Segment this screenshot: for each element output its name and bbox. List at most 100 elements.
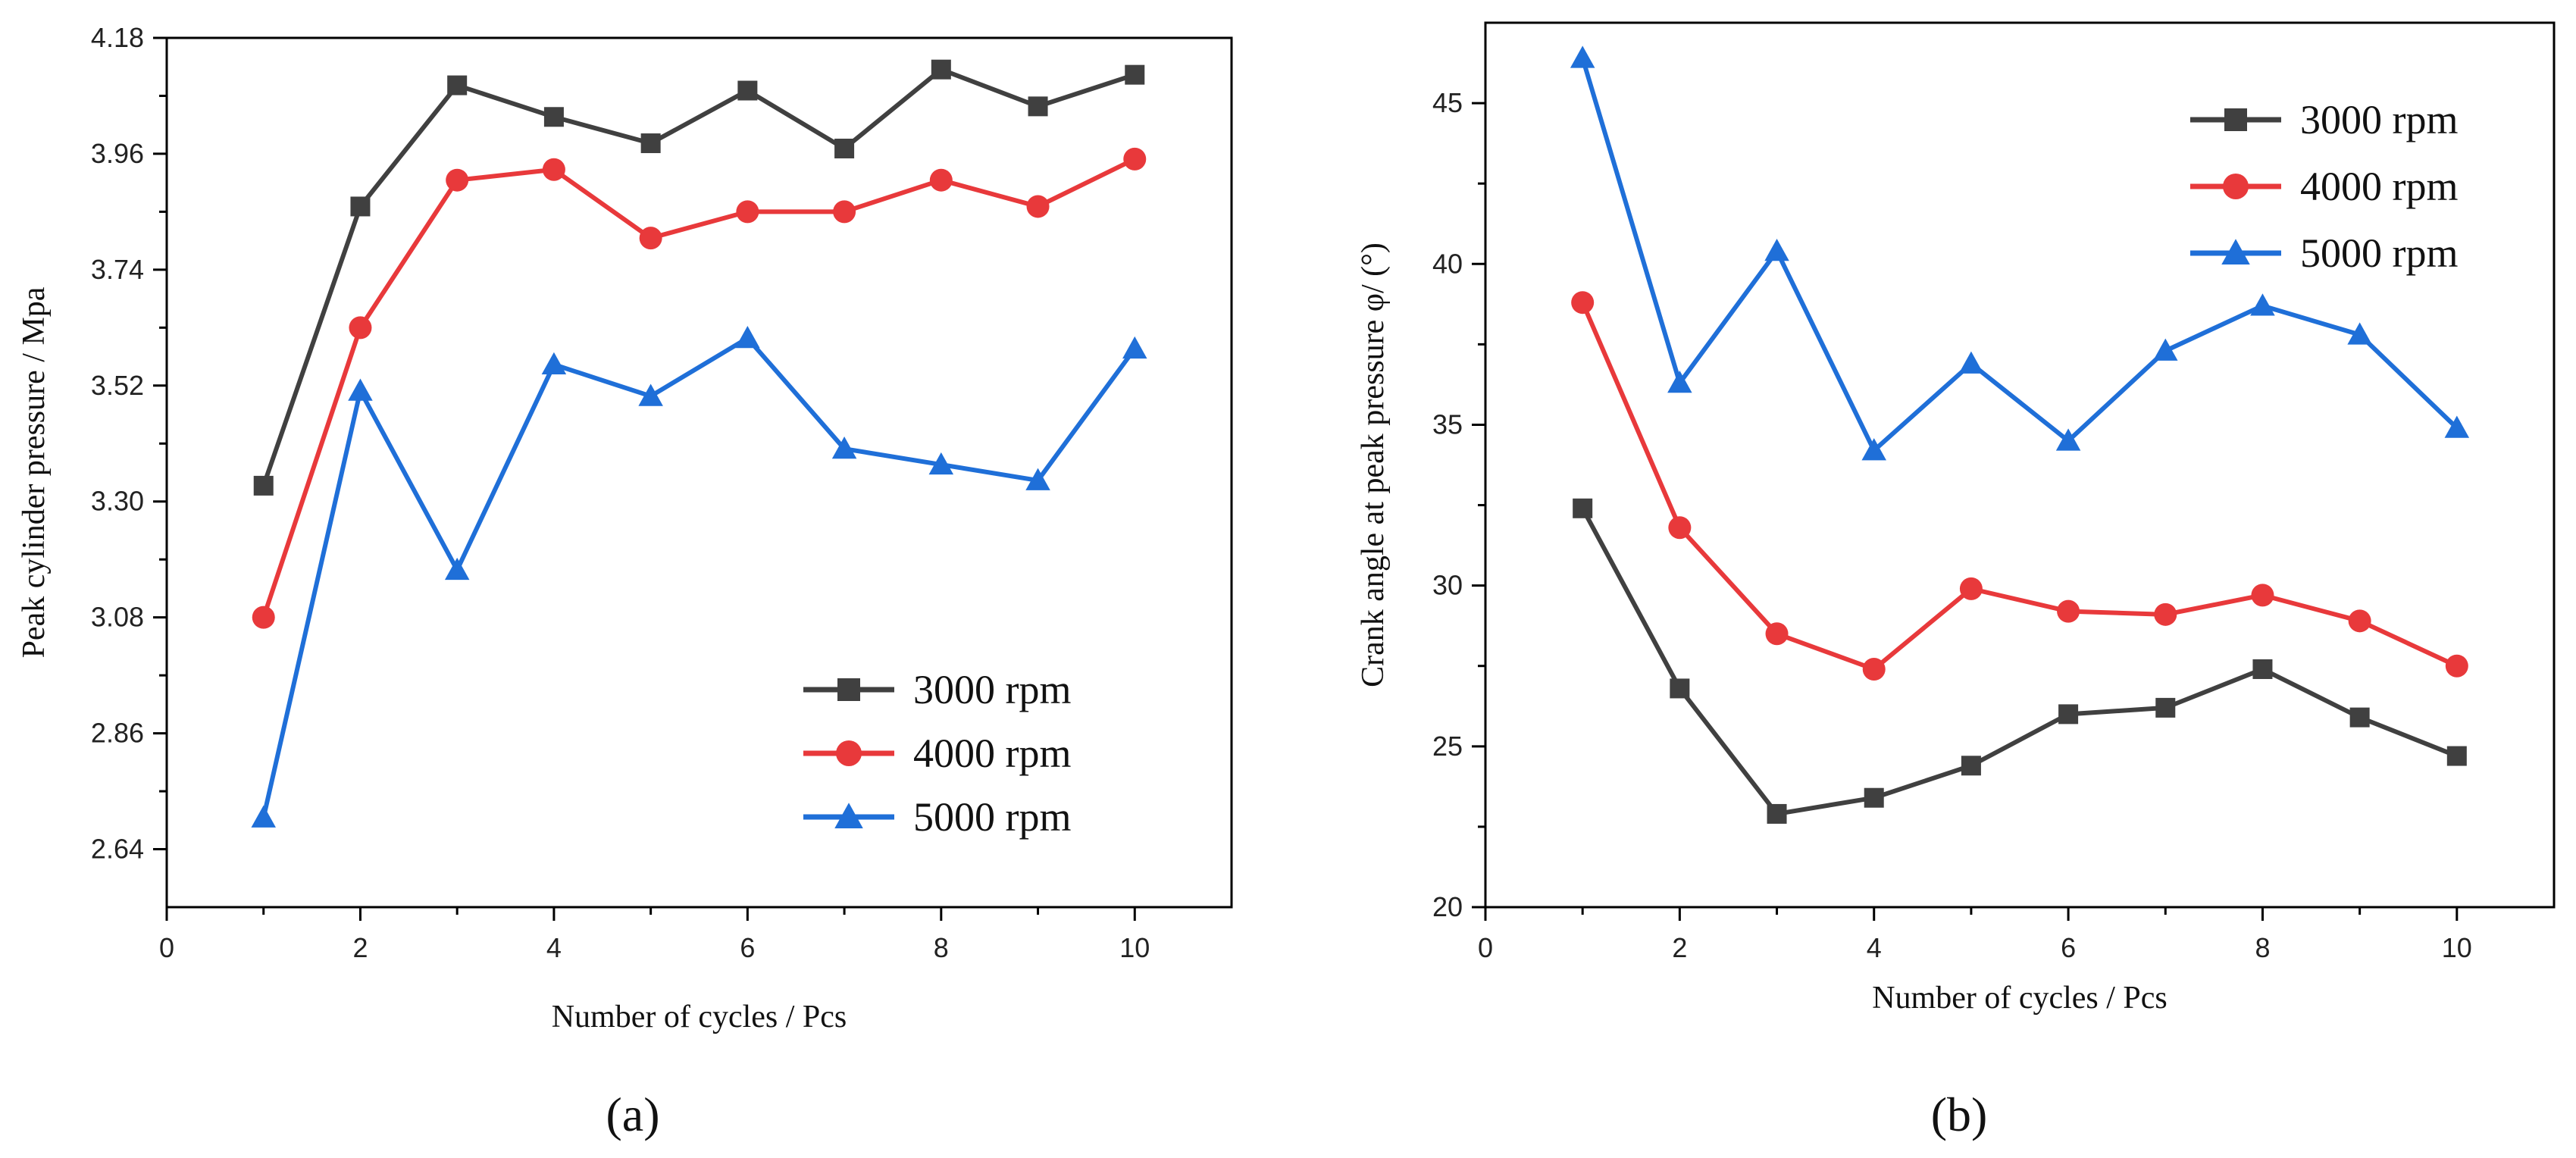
b-data-point [1667, 371, 1692, 393]
b-data-point [2250, 293, 2275, 316]
b-legend-marker [2221, 239, 2250, 264]
a-data-point [1028, 96, 1048, 117]
a-x-axis-title: Number of cycles / Pcs [552, 1000, 847, 1034]
a-data-point [931, 59, 951, 80]
b-series-5000-rpm [1570, 45, 2470, 461]
b-legend-label: 5000 rpm [2300, 230, 2459, 276]
a-y-tick-label: 4.18 [91, 22, 144, 53]
a-data-point [833, 200, 856, 224]
a-data-point [735, 325, 760, 349]
b-data-point [2055, 428, 2081, 451]
a-y-tick-label: 3.74 [91, 254, 144, 285]
b-x-tick-label: 10 [2442, 932, 2472, 963]
b-y-tick-label: 30 [1432, 570, 1463, 601]
a-legend-label: 5000 rpm [913, 794, 1072, 840]
b-data-point [2444, 415, 2470, 438]
b-data-point [1670, 678, 1690, 699]
b-data-point [1764, 239, 1789, 261]
a-data-point [1025, 468, 1050, 490]
b-data-point [1961, 756, 1981, 776]
a-y-tick-label: 2.86 [91, 718, 144, 749]
b-legend-entry: 3000 rpm [2190, 97, 2459, 142]
a-data-point [736, 200, 759, 224]
a-series-5000-rpm [251, 325, 1147, 828]
b-data-point [1861, 438, 1886, 461]
b-data-point [1573, 498, 1593, 518]
a-plot-frame [165, 36, 1233, 909]
b-data-point [2155, 697, 2176, 718]
a-data-point [251, 805, 276, 828]
a-data-point [1123, 147, 1147, 171]
a-legend-entry: 3000 rpm [803, 667, 1072, 712]
b-legend-label: 3000 rpm [2300, 97, 2459, 142]
b-data-point [1668, 516, 1692, 540]
b-data-point [1958, 351, 1984, 374]
b-series-line [1580, 507, 2458, 816]
a-data-point [446, 168, 469, 192]
b-x-tick-label: 6 [2061, 932, 2076, 963]
b-series-3000-rpm [1573, 498, 2467, 824]
a-data-point [638, 383, 663, 406]
a-data-point [831, 436, 857, 459]
b-legend-entry: 5000 rpm [2190, 230, 2459, 276]
a-data-point [639, 227, 662, 250]
a-data-point [447, 75, 468, 95]
a-y-tick-label: 3.30 [91, 486, 144, 517]
b-y-axis-title: Crank angle at peak pressure φ/ (°) [1356, 243, 1391, 687]
b-y-tick-label: 25 [1432, 731, 1463, 762]
b-data-point [2347, 322, 2372, 345]
a-series-3000-rpm [253, 59, 1145, 496]
b-series-4000-rpm [1571, 291, 2468, 681]
b-legend-entry: 4000 rpm [2190, 164, 2459, 209]
a-data-point [349, 316, 372, 340]
a-x-tick-label: 0 [159, 932, 174, 963]
b-data-point [1862, 657, 1886, 681]
b-data-point [1571, 291, 1595, 315]
a-legend-marker [836, 740, 862, 766]
a-data-point [541, 352, 567, 374]
b-x-axis-title: Number of cycles / Pcs [1872, 981, 2168, 1016]
a-data-point [444, 557, 470, 581]
b-y-tick-label: 20 [1432, 891, 1463, 922]
b-data-point [2348, 609, 2371, 633]
a-series-line [261, 67, 1136, 487]
b-y-tick-label: 45 [1432, 87, 1463, 118]
b-y-tick-label: 35 [1432, 408, 1463, 440]
b-data-point [1570, 45, 1595, 68]
b-x-tick-label: 0 [1478, 932, 1493, 963]
b-panel-label: (b) [1931, 1088, 1988, 1141]
a-y-tick-label: 3.96 [91, 138, 144, 169]
b-data-point [1959, 577, 1983, 600]
a-data-point [834, 138, 855, 158]
a-data-point [640, 133, 661, 154]
a-x-tick-label: 2 [352, 932, 368, 963]
a-series-line [261, 336, 1137, 818]
a-series-4000-rpm [252, 147, 1147, 629]
b-data-point [2154, 602, 2177, 626]
chart-a-peak-pressure: 0 2 4 6 8 10 2.64 2.86 3.08 3.30 3.52 3.74 3.96 4.18 N… [17, 22, 1233, 1141]
b-series-line [1580, 57, 2459, 453]
a-data-point [348, 378, 373, 401]
a-data-point [543, 107, 564, 127]
b-data-point [1765, 622, 1789, 646]
a-data-point [350, 196, 371, 217]
b-x-tick-label: 4 [1867, 932, 1882, 963]
a-y-tick-label: 2.64 [91, 834, 144, 865]
a-data-point [1122, 336, 1147, 359]
a-data-point [542, 158, 565, 181]
a-y-tick-label: 3.52 [91, 370, 144, 401]
a-legend-entry: 4000 rpm [803, 731, 1072, 776]
a-data-point [1026, 195, 1050, 218]
b-data-point [2349, 707, 2370, 728]
b-legend-marker [2223, 174, 2249, 199]
b-plot-frame [1484, 21, 2556, 909]
a-data-point [253, 475, 274, 496]
b-data-point [2446, 746, 2467, 766]
b-series-line [1580, 302, 2459, 671]
chart-b-crank-angle: 0 2 4 6 8 10 20 25 30 35 40 45 Number of cycles / Pc… [1356, 21, 2556, 1141]
a-data-point [252, 606, 275, 629]
a-legend-label: 4000 rpm [913, 731, 1072, 776]
b-data-point [2153, 338, 2178, 361]
b-y-tick-label: 40 [1432, 248, 1463, 279]
